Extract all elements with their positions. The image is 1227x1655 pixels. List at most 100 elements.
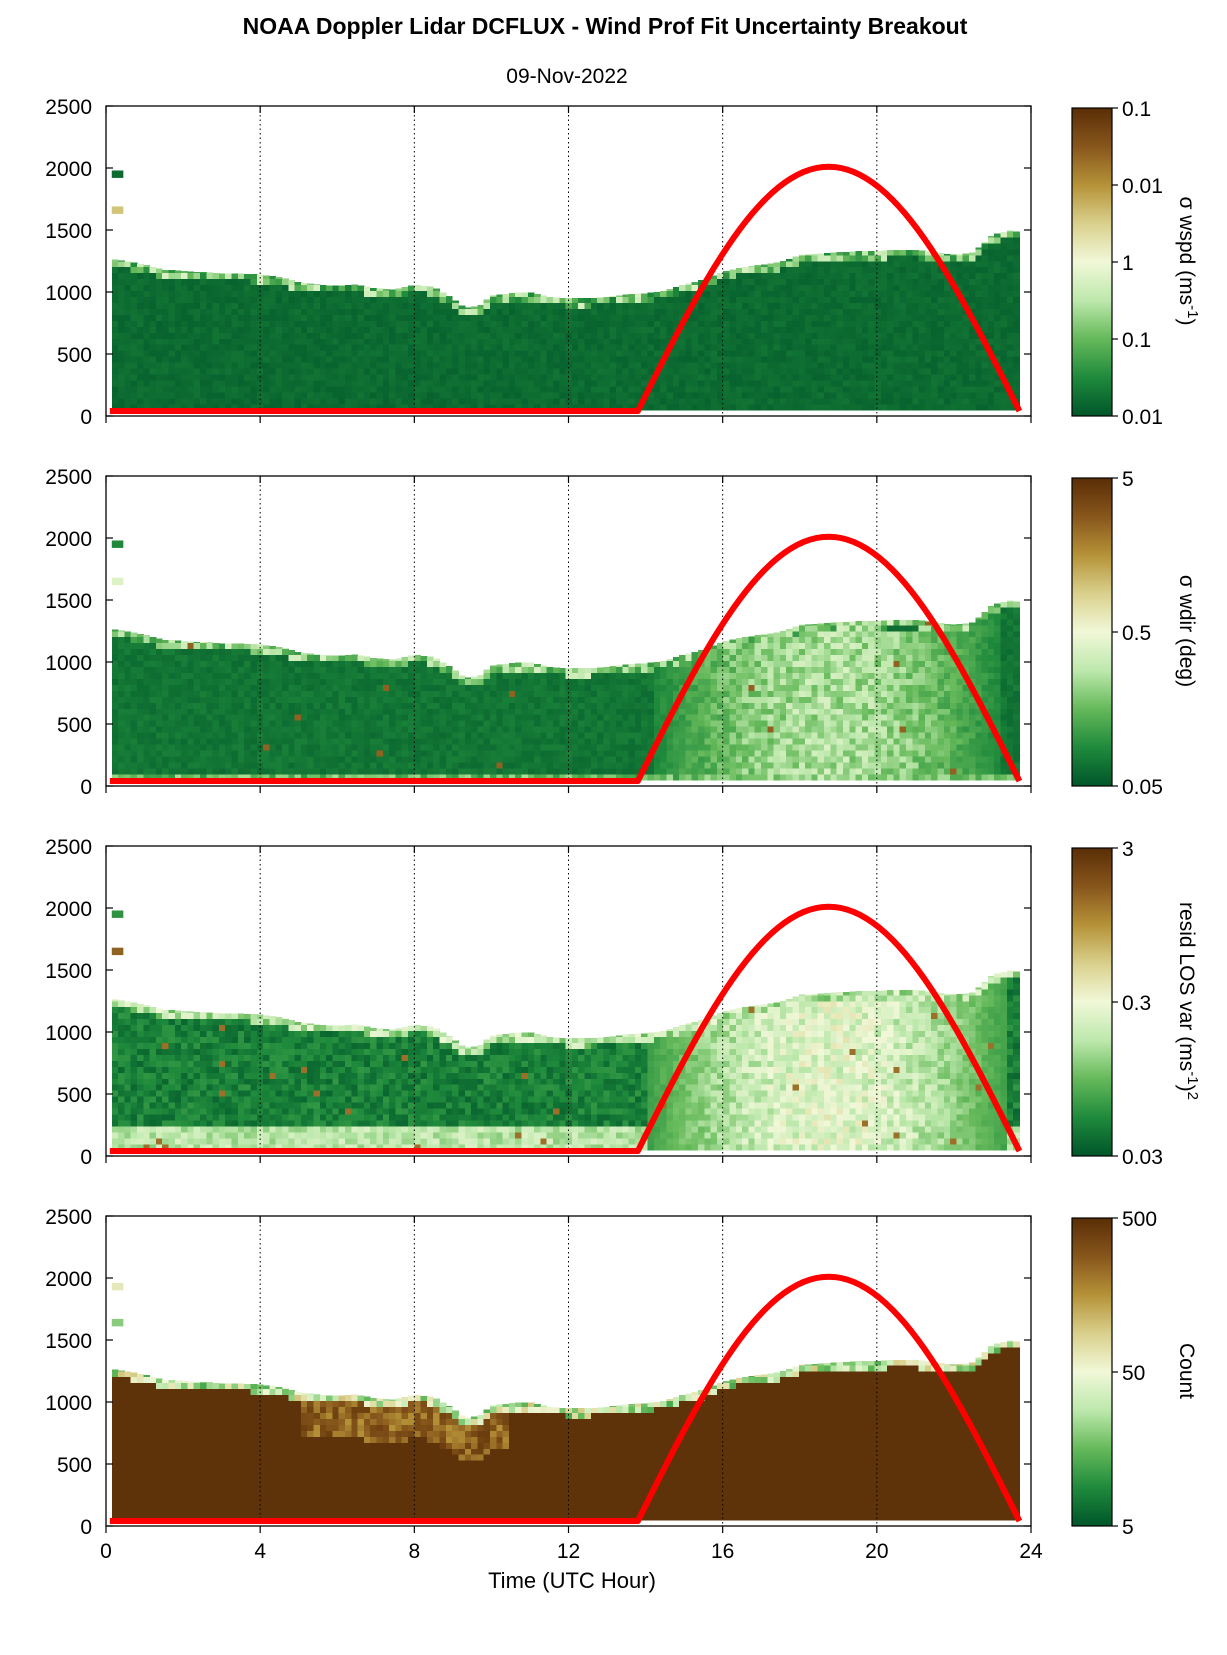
heatmap-cell xyxy=(376,749,384,757)
heatmap-cell xyxy=(376,678,384,685)
heatmap-cell xyxy=(439,292,447,298)
heatmap-cell xyxy=(439,732,447,739)
heatmap-cell xyxy=(905,260,913,268)
heatmap-cell xyxy=(433,755,441,763)
heatmap-cell xyxy=(508,726,516,733)
heatmap-cell xyxy=(905,308,913,315)
heatmap-cell xyxy=(1006,278,1014,286)
heatmap-cell xyxy=(969,391,976,399)
heatmap-cell xyxy=(641,326,649,333)
heatmap-cell xyxy=(887,250,894,256)
heatmap-cell xyxy=(433,320,441,327)
heatmap-cell xyxy=(344,403,352,411)
heatmap-cell xyxy=(351,308,359,315)
heatmap-cell xyxy=(905,379,913,387)
heatmap-cell xyxy=(981,362,989,369)
heatmap-cell xyxy=(710,314,718,321)
heatmap-cell xyxy=(269,744,277,751)
heatmap-cell xyxy=(830,326,838,333)
heatmap-cell xyxy=(420,332,428,339)
heatmap-cell xyxy=(155,302,163,309)
heatmap-cell xyxy=(969,362,976,369)
heatmap-cell xyxy=(515,374,522,381)
heatmap-cell xyxy=(502,350,510,357)
heatmap-cell xyxy=(761,338,768,345)
heatmap-cell xyxy=(244,654,251,662)
heatmap-cell xyxy=(319,654,327,662)
heatmap-cell xyxy=(956,397,964,405)
heatmap-cell xyxy=(1000,232,1008,238)
heatmap-cell xyxy=(987,236,995,244)
heatmap-cell xyxy=(370,385,378,393)
heatmap-cell xyxy=(263,648,270,656)
heatmap-cell xyxy=(187,374,195,381)
heatmap-cell xyxy=(527,385,535,393)
heatmap-cell xyxy=(855,397,863,405)
heatmap-cell xyxy=(1013,379,1020,387)
heatmap-cell xyxy=(307,397,314,405)
heatmap-cell xyxy=(767,344,775,351)
heatmap-cell xyxy=(370,356,378,363)
heatmap-cell xyxy=(307,362,314,369)
heatmap-cell xyxy=(849,290,857,298)
heatmap-cell xyxy=(634,332,642,339)
heatmap-cell xyxy=(363,374,371,381)
heatmap-cell xyxy=(269,749,277,757)
heatmap-cell xyxy=(326,702,333,709)
heatmap-cell xyxy=(540,302,548,309)
heatmap-cell xyxy=(269,732,277,739)
heatmap-cell xyxy=(761,385,768,393)
heatmap-cell xyxy=(382,720,390,727)
heatmap-cell xyxy=(805,278,812,286)
heatmap-cell xyxy=(723,385,730,393)
heatmap-cell xyxy=(641,308,649,315)
heatmap-cell xyxy=(162,639,170,644)
heatmap-cell xyxy=(263,654,270,662)
heatmap-cell xyxy=(445,749,453,757)
heatmap-cell xyxy=(1000,338,1008,345)
heatmap-cell xyxy=(439,344,447,351)
heatmap-cell xyxy=(149,636,157,644)
heatmap-cell xyxy=(382,702,390,709)
heatmap-cell xyxy=(344,368,352,375)
heatmap-cell xyxy=(300,708,308,715)
heatmap-cell xyxy=(597,344,604,351)
heatmap-cell xyxy=(830,362,838,369)
heatmap-cell xyxy=(761,266,768,274)
heatmap-cell xyxy=(452,391,459,399)
heatmap-cell xyxy=(288,385,296,393)
heatmap-cell xyxy=(540,362,548,369)
heatmap-cell xyxy=(237,761,245,769)
heatmap-cell xyxy=(477,744,485,751)
heatmap-cell xyxy=(553,397,560,405)
heatmap-cell xyxy=(855,332,863,339)
heatmap-cell xyxy=(187,379,195,387)
heatmap-cell xyxy=(231,749,239,757)
heatmap-cell xyxy=(426,314,434,321)
heatmap-cell xyxy=(842,385,850,393)
heatmap-cell xyxy=(225,344,233,351)
heatmap-cell xyxy=(187,714,195,721)
heatmap-cell xyxy=(338,362,346,369)
heatmap-cell xyxy=(489,295,497,298)
heatmap-cell xyxy=(653,344,661,351)
heatmap-cell xyxy=(697,314,705,321)
heatmap-cell xyxy=(200,403,207,411)
heatmap-cell xyxy=(527,761,535,769)
heatmap-cell xyxy=(389,368,396,375)
heatmap-cell xyxy=(571,397,579,405)
heatmap-cell xyxy=(893,290,901,298)
heatmap-cell xyxy=(477,344,485,351)
heatmap-cell xyxy=(792,391,800,399)
heatmap-cell xyxy=(237,755,245,763)
heatmap-cell xyxy=(218,302,226,309)
heatmap-cell xyxy=(609,296,617,298)
heatmap-cell xyxy=(773,362,781,369)
heatmap-cell xyxy=(130,749,138,757)
heatmap-cell xyxy=(319,397,327,405)
heatmap-cell xyxy=(269,278,277,286)
heatmap-cell xyxy=(389,767,396,775)
heatmap-cell xyxy=(527,296,535,303)
heatmap-cell xyxy=(370,666,378,673)
heatmap-cell xyxy=(206,344,214,351)
